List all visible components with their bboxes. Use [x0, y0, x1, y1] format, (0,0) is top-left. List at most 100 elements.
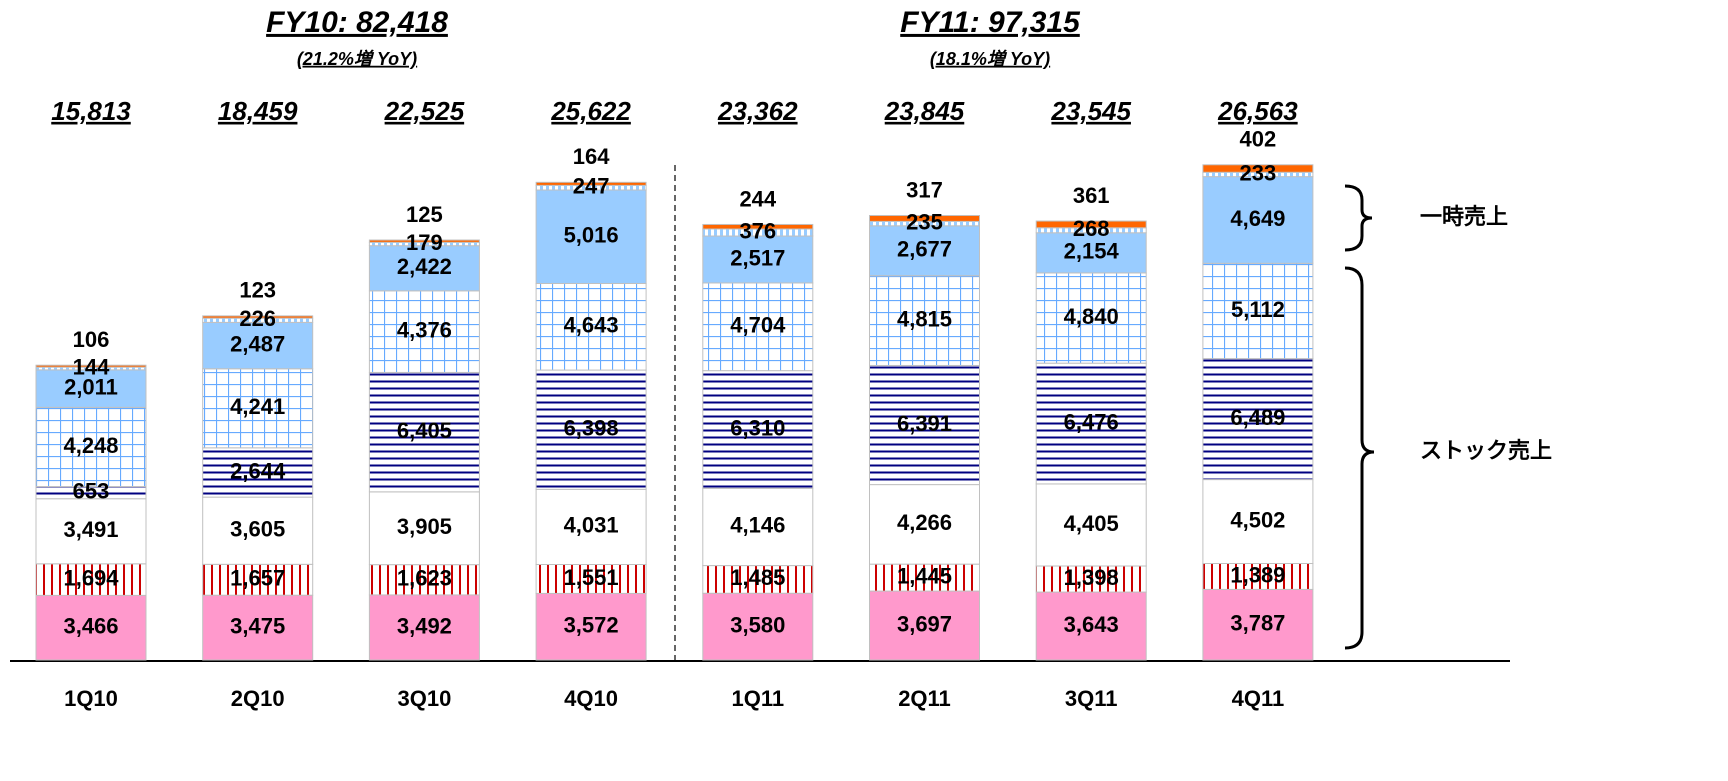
- bar-segment: [702, 592, 814, 661]
- data-label: 3,905: [397, 514, 452, 539]
- bar-segment: [35, 498, 147, 565]
- data-label: 2,517: [730, 245, 785, 270]
- data-label: 3,787: [1230, 611, 1285, 636]
- data-label: 4,241: [230, 394, 285, 419]
- data-label: 235: [906, 209, 943, 234]
- data-label: 3,697: [897, 611, 952, 636]
- x-tick-label: 1Q10: [64, 686, 118, 711]
- bar-segment: [1202, 588, 1314, 661]
- data-label: 1,694: [63, 565, 119, 590]
- bar-segment: [1202, 164, 1314, 173]
- bar-segment: [535, 592, 647, 661]
- bar-segment: [35, 364, 147, 368]
- data-label: 6,391: [897, 411, 952, 436]
- data-label: 3,466: [63, 614, 118, 639]
- data-label: 361: [1073, 183, 1110, 208]
- data-label: 2,677: [897, 237, 952, 262]
- data-label: 402: [1240, 127, 1277, 152]
- data-label: 106: [73, 327, 110, 352]
- fy-subtitle: (18.1%増 YoY): [930, 49, 1050, 69]
- bar-segment: [535, 488, 647, 565]
- x-tick-label: 4Q10: [564, 686, 618, 711]
- bar-segment: [869, 275, 980, 366]
- data-label: 179: [406, 230, 443, 255]
- data-label: 144: [73, 354, 110, 379]
- data-label: 4,376: [397, 317, 452, 342]
- bar-segment: [202, 447, 314, 498]
- bar-segment: [202, 368, 314, 449]
- bar-segment: [702, 370, 814, 489]
- data-label: 5,112: [1231, 297, 1285, 322]
- data-label: 2,487: [230, 331, 285, 356]
- bar-segment: [1202, 262, 1314, 360]
- bar-segment: [1202, 479, 1314, 565]
- bar-segment: [35, 594, 147, 661]
- data-label: 2,154: [1064, 239, 1120, 264]
- bar-segment: [35, 563, 147, 596]
- annotation: ストック売上: [1420, 438, 1552, 463]
- data-label: 376: [739, 218, 776, 243]
- data-label: 125: [406, 202, 443, 227]
- brace: [1344, 184, 1373, 252]
- total-label: 26,563: [1217, 96, 1298, 126]
- total-label: 23,362: [717, 96, 798, 126]
- data-label: 247: [573, 174, 610, 199]
- total-label: 23,845: [884, 96, 965, 126]
- data-label: 164: [573, 144, 610, 169]
- data-label: 5,016: [564, 223, 619, 248]
- data-label: 3,475: [230, 613, 285, 638]
- x-tick-label: 2Q10: [231, 686, 285, 711]
- data-label: 2,011: [64, 374, 118, 399]
- data-label: 1,485: [730, 565, 785, 590]
- data-label: 1,657: [230, 566, 285, 591]
- bar-segment: [368, 239, 480, 243]
- bar-segment: [869, 590, 980, 661]
- data-label: 4,266: [897, 510, 952, 535]
- data-label: 3,580: [730, 612, 785, 637]
- data-label: 4,146: [730, 513, 785, 538]
- data-label: 4,248: [63, 433, 118, 458]
- bar-segment: [535, 181, 647, 186]
- total-label: 18,459: [218, 96, 298, 126]
- data-label: 4,840: [1064, 304, 1119, 329]
- data-label: 6,489: [1230, 405, 1285, 430]
- data-label: 2,644: [230, 458, 286, 483]
- bar-segment: [535, 369, 647, 490]
- bar-segment: [368, 290, 480, 373]
- bar-segment: [1035, 272, 1147, 364]
- bar-segment: [702, 565, 814, 594]
- data-label: 4,643: [564, 313, 619, 338]
- data-label: 3,491: [63, 517, 118, 542]
- data-label: 4,815: [897, 306, 952, 331]
- bar-segment: [535, 189, 647, 285]
- bar-segment: [869, 214, 980, 222]
- bar-segment: [1035, 483, 1147, 567]
- data-label: 3,643: [1064, 612, 1119, 637]
- annotation: 一時売上: [1420, 204, 1508, 229]
- data-label: 6,310: [730, 415, 785, 440]
- data-label: 317: [906, 177, 943, 202]
- bar-segment: [35, 406, 147, 488]
- fy-title: FY10: 82,418: [266, 6, 448, 39]
- data-label: 4,405: [1064, 511, 1119, 536]
- data-label: 2,422: [397, 254, 452, 279]
- data-label: 1,389: [1230, 562, 1285, 587]
- bar-segment: [702, 282, 814, 372]
- data-label: 268: [1073, 216, 1110, 241]
- bar-segment: [368, 371, 480, 493]
- data-label: 3,572: [564, 613, 619, 638]
- total-label: 22,525: [384, 96, 465, 126]
- data-label: 1,551: [564, 565, 619, 590]
- data-label: 653: [73, 478, 110, 503]
- bar-segment: [1035, 591, 1147, 661]
- data-label: 226: [239, 306, 276, 331]
- fy-title: FY11: 97,315: [900, 6, 1081, 39]
- total-label: 15,813: [51, 96, 131, 126]
- bar-segment: [702, 487, 814, 567]
- x-tick-label: 2Q11: [898, 686, 951, 711]
- data-label: 1,398: [1064, 565, 1119, 590]
- fy-subtitle: (21.2%増 YoY): [297, 49, 417, 69]
- bar-segment: [1035, 362, 1147, 485]
- data-label: 123: [239, 278, 276, 303]
